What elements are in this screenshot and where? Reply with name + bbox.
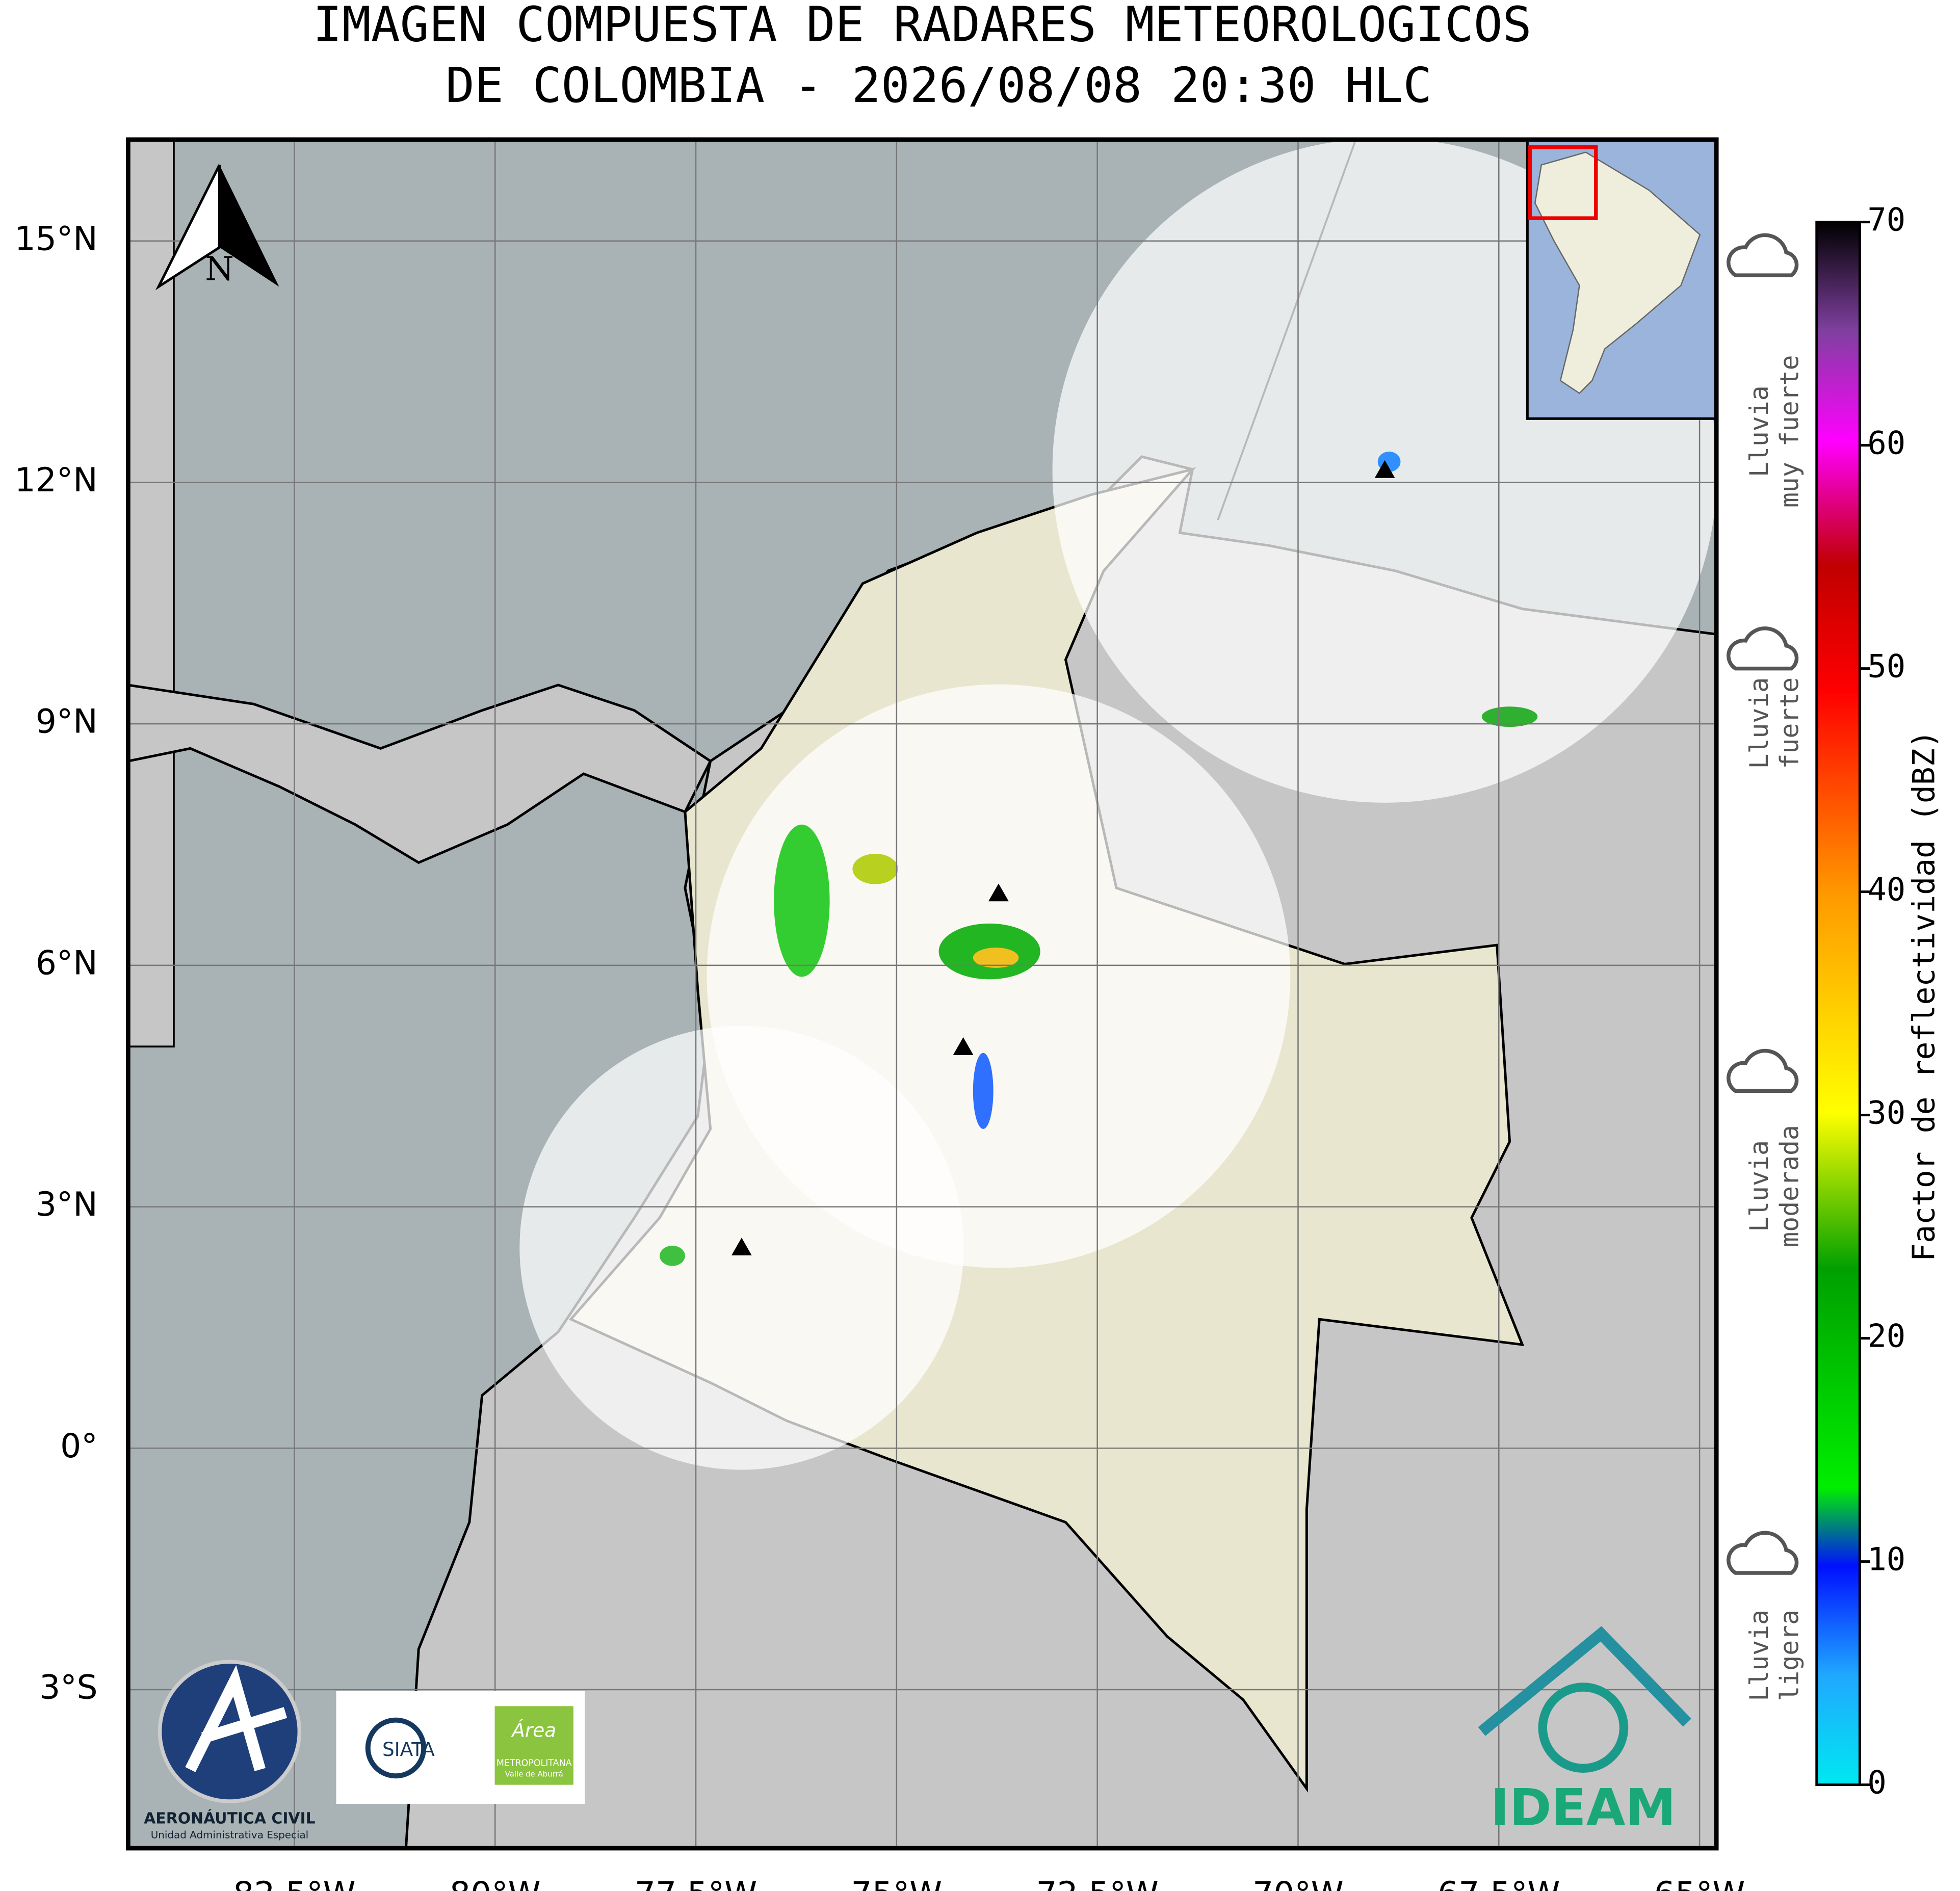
y-tick-label: 15°N [15, 220, 98, 258]
y-tick-label: 0° [60, 1427, 98, 1465]
x-tick-label: 82.5°W [233, 1875, 355, 1891]
echo [852, 853, 898, 884]
echo [774, 824, 830, 977]
x-tick-label: 80°W [450, 1875, 541, 1891]
logo-text: METROPOLITANA [496, 1758, 572, 1768]
intensity-label: Lluvia [1744, 1140, 1774, 1232]
logo-text: Unidad Administrativa Especial [151, 1829, 308, 1841]
radar-site [731, 1238, 752, 1256]
land [128, 139, 175, 1048]
x-tick-label: 72.5°W [1036, 1875, 1158, 1891]
colorbar-tick-label: 20 [1867, 1318, 1905, 1355]
logo-text: Valle de Aburrá [505, 1770, 563, 1779]
logo-text: Área [511, 1719, 556, 1742]
title-line: IMAGEN COMPUESTA DE RADARES METEOROLOGIC… [313, 0, 1532, 53]
logo-roof [1478, 1626, 1691, 1736]
cloud-icon [1727, 233, 1799, 277]
y-tick-label: 3°N [36, 1186, 98, 1224]
colorbar [1815, 221, 1861, 1787]
graticule [128, 139, 1717, 1849]
intensity-label: Lluvia [1744, 385, 1774, 477]
y-tick-label: 9°N [36, 703, 98, 741]
radar-site [1374, 460, 1395, 478]
x-tick-label: 67.5°W [1438, 1875, 1560, 1891]
y-tick-label: 6°N [36, 944, 98, 982]
intensity-label: fuerte [1775, 677, 1805, 769]
colorbar-label: Factor de reflectividad (dBZ) [1906, 730, 1942, 1262]
radar-site [953, 1037, 974, 1055]
colorbar-tick-label: 60 [1867, 425, 1905, 462]
colorbar-tick-label: 0 [1867, 1764, 1886, 1801]
cloud-icon [1727, 1048, 1799, 1093]
intensity-label: Lluvia [1744, 677, 1774, 769]
aerocivil-logo: AERONÁUTICA CIVIL Unidad Administrativa … [144, 1660, 316, 1841]
logo-text: AERONÁUTICA CIVIL [144, 1809, 315, 1827]
arrow-half [219, 165, 279, 287]
land [128, 684, 712, 864]
y-tick-label: 12°N [15, 461, 98, 500]
echo [973, 1053, 994, 1129]
colorbar-tick-label: 70 [1867, 201, 1905, 239]
cloud-icon [1727, 1531, 1799, 1575]
colorbar-tick-label: 40 [1867, 871, 1905, 908]
intensity-label: Lluvia [1744, 1610, 1774, 1701]
x-tick-label: 77.5°W [635, 1875, 757, 1891]
north-label: N [205, 250, 234, 288]
radar-site [988, 883, 1009, 902]
north-arrow: N [155, 164, 279, 291]
colorbar-tick-label: 10 [1867, 1541, 1905, 1578]
title-line: DE COLOMBIA - 2026/08/08 20:30 HLC [446, 58, 1432, 114]
logo-a [185, 1665, 288, 1772]
echo [660, 1245, 685, 1266]
intensity-label: muy fuerte [1775, 355, 1805, 508]
x-tick-label: 75°W [851, 1875, 943, 1891]
logo-text: SIATA [382, 1738, 435, 1761]
logo-swirl [1538, 1683, 1629, 1773]
colorbar-tick-label: 30 [1867, 1094, 1905, 1132]
colorbar-tick-label: 50 [1867, 648, 1905, 685]
intensity-label: ligera [1775, 1610, 1805, 1701]
ideam-logo: IDEAM [1478, 1626, 1691, 1837]
x-tick-label: 70°W [1252, 1875, 1344, 1891]
inset-land [1534, 151, 1701, 395]
echo [973, 948, 1019, 968]
map-frame [126, 137, 1719, 1851]
axis-labels: 82.5°W 80°W 77.5°W 75°W 72.5°W 70°W 67.5°W 65°W… [15, 220, 1745, 1891]
inset-extent [1528, 145, 1598, 220]
x-tick-label: 65°W [1654, 1875, 1745, 1891]
radar-sites [731, 460, 1395, 1256]
siata-logo: SIATA Área METROPOLITANA Valle de Aburrá [336, 1691, 585, 1804]
logo-text: IDEAM [1491, 1779, 1676, 1837]
logo-area [494, 1706, 573, 1785]
logo-sun [365, 1717, 427, 1779]
map-body: N AERONÁUTICA CIVIL Unidad Administrativ… [128, 139, 1717, 1849]
colorbar-axis: 0 10 20 30 40 50 60 70 [1860, 201, 1905, 1801]
intensity-label: moderada [1775, 1125, 1805, 1247]
echo [1481, 706, 1538, 727]
y-tick-label: 3°S [39, 1669, 98, 1707]
cloud-icon [1727, 626, 1799, 671]
